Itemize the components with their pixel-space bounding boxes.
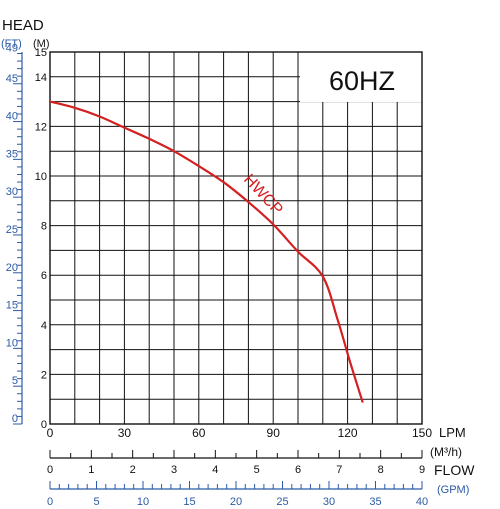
gpm-unit-label: (GPM) xyxy=(437,484,469,496)
grid xyxy=(50,52,422,424)
gpm-tick-label: 15 xyxy=(183,496,195,508)
lpm-tick-label: 60 xyxy=(192,426,206,440)
lpm-tick-label: 120 xyxy=(338,426,358,440)
m3h-tick-label: 0 xyxy=(47,464,53,476)
lpm-tick-label: 90 xyxy=(267,426,281,440)
m-tick-label: 10 xyxy=(35,171,47,183)
gpm-tick-label: 40 xyxy=(416,496,428,508)
m3h-tick-label: 9 xyxy=(419,464,425,476)
m-tick-label: 2 xyxy=(41,369,47,381)
lpm-axis: 0 30 60 90 120 150 xyxy=(47,426,433,440)
gpm-tick-label: 30 xyxy=(323,496,335,508)
gpm-tick-label: 5 xyxy=(93,496,99,508)
ft-tick-label: 20 xyxy=(6,262,18,274)
lpm-tick-label: 0 xyxy=(47,426,54,440)
lpm-unit-label: LPM xyxy=(439,425,466,440)
m3h-tick-label: 5 xyxy=(254,464,260,476)
ft-tick-label: 10 xyxy=(6,337,18,349)
m3h-unit-label: (M³/h) xyxy=(430,445,462,459)
gpm-axis: 0 5 10 15 20 25 30 35 40 xyxy=(47,481,428,508)
ft-tick-label: 35 xyxy=(6,148,18,160)
m-tick-label: 14 xyxy=(35,72,47,84)
m3h-tick-label: 8 xyxy=(378,464,384,476)
gpm-tick-label: 0 xyxy=(47,496,53,508)
ft-tick-label: 40 xyxy=(6,111,18,123)
m-unit-label: (M) xyxy=(33,38,50,50)
m-tick-label: 8 xyxy=(41,221,47,233)
plot-frame xyxy=(49,51,423,425)
m3h-tick-label: 2 xyxy=(130,464,136,476)
gpm-tick-label: 20 xyxy=(230,496,242,508)
ft-tick-label: 25 xyxy=(6,224,18,236)
gpm-tick-label: 25 xyxy=(276,496,288,508)
ft-tick-label: 49 xyxy=(6,43,18,55)
m-tick-label: 0 xyxy=(41,419,47,431)
gpm-tick-label: 35 xyxy=(369,496,381,508)
m-tick-label: 4 xyxy=(41,320,47,332)
m3h-tick-label: 6 xyxy=(295,464,301,476)
m3h-tick-label: 4 xyxy=(212,464,218,476)
series-label-hwcp: HWCP xyxy=(240,171,286,218)
m3h-tick-label: 7 xyxy=(336,464,342,476)
panel-label-box xyxy=(300,52,422,102)
gpm-tick-label: 10 xyxy=(137,496,149,508)
m-tick-label: 6 xyxy=(41,270,47,282)
head-label: HEAD xyxy=(2,17,44,34)
ft-tick-label: 45 xyxy=(6,73,18,85)
ft-axis: 0 5 10 15 20 25 30 35 40 45 49 xyxy=(6,43,23,425)
ft-tick-label: 5 xyxy=(12,375,18,387)
m3h-axis: 0 1 2 3 4 5 6 7 8 9 xyxy=(47,450,425,476)
ft-tick-label: 0 xyxy=(12,413,18,425)
m-axis: 0 2 4 6 8 10 12 14 15 xyxy=(35,47,47,431)
ft-unit-label: (FT) xyxy=(1,38,22,50)
panel-label: 60HZ xyxy=(329,66,395,96)
series xyxy=(48,100,364,403)
ft-tick-label: 15 xyxy=(6,300,18,312)
lpm-tick-label: 30 xyxy=(118,426,132,440)
lpm-tick-label: 150 xyxy=(412,426,432,440)
m-tick-label: 15 xyxy=(35,47,47,59)
m3h-tick-label: 1 xyxy=(88,464,94,476)
m3h-tick-label: 3 xyxy=(171,464,177,476)
m-tick-label: 12 xyxy=(35,121,47,133)
ft-tick-label: 30 xyxy=(6,186,18,198)
series-line-hwcp xyxy=(48,100,364,403)
flow-label: FLOW xyxy=(434,462,475,478)
